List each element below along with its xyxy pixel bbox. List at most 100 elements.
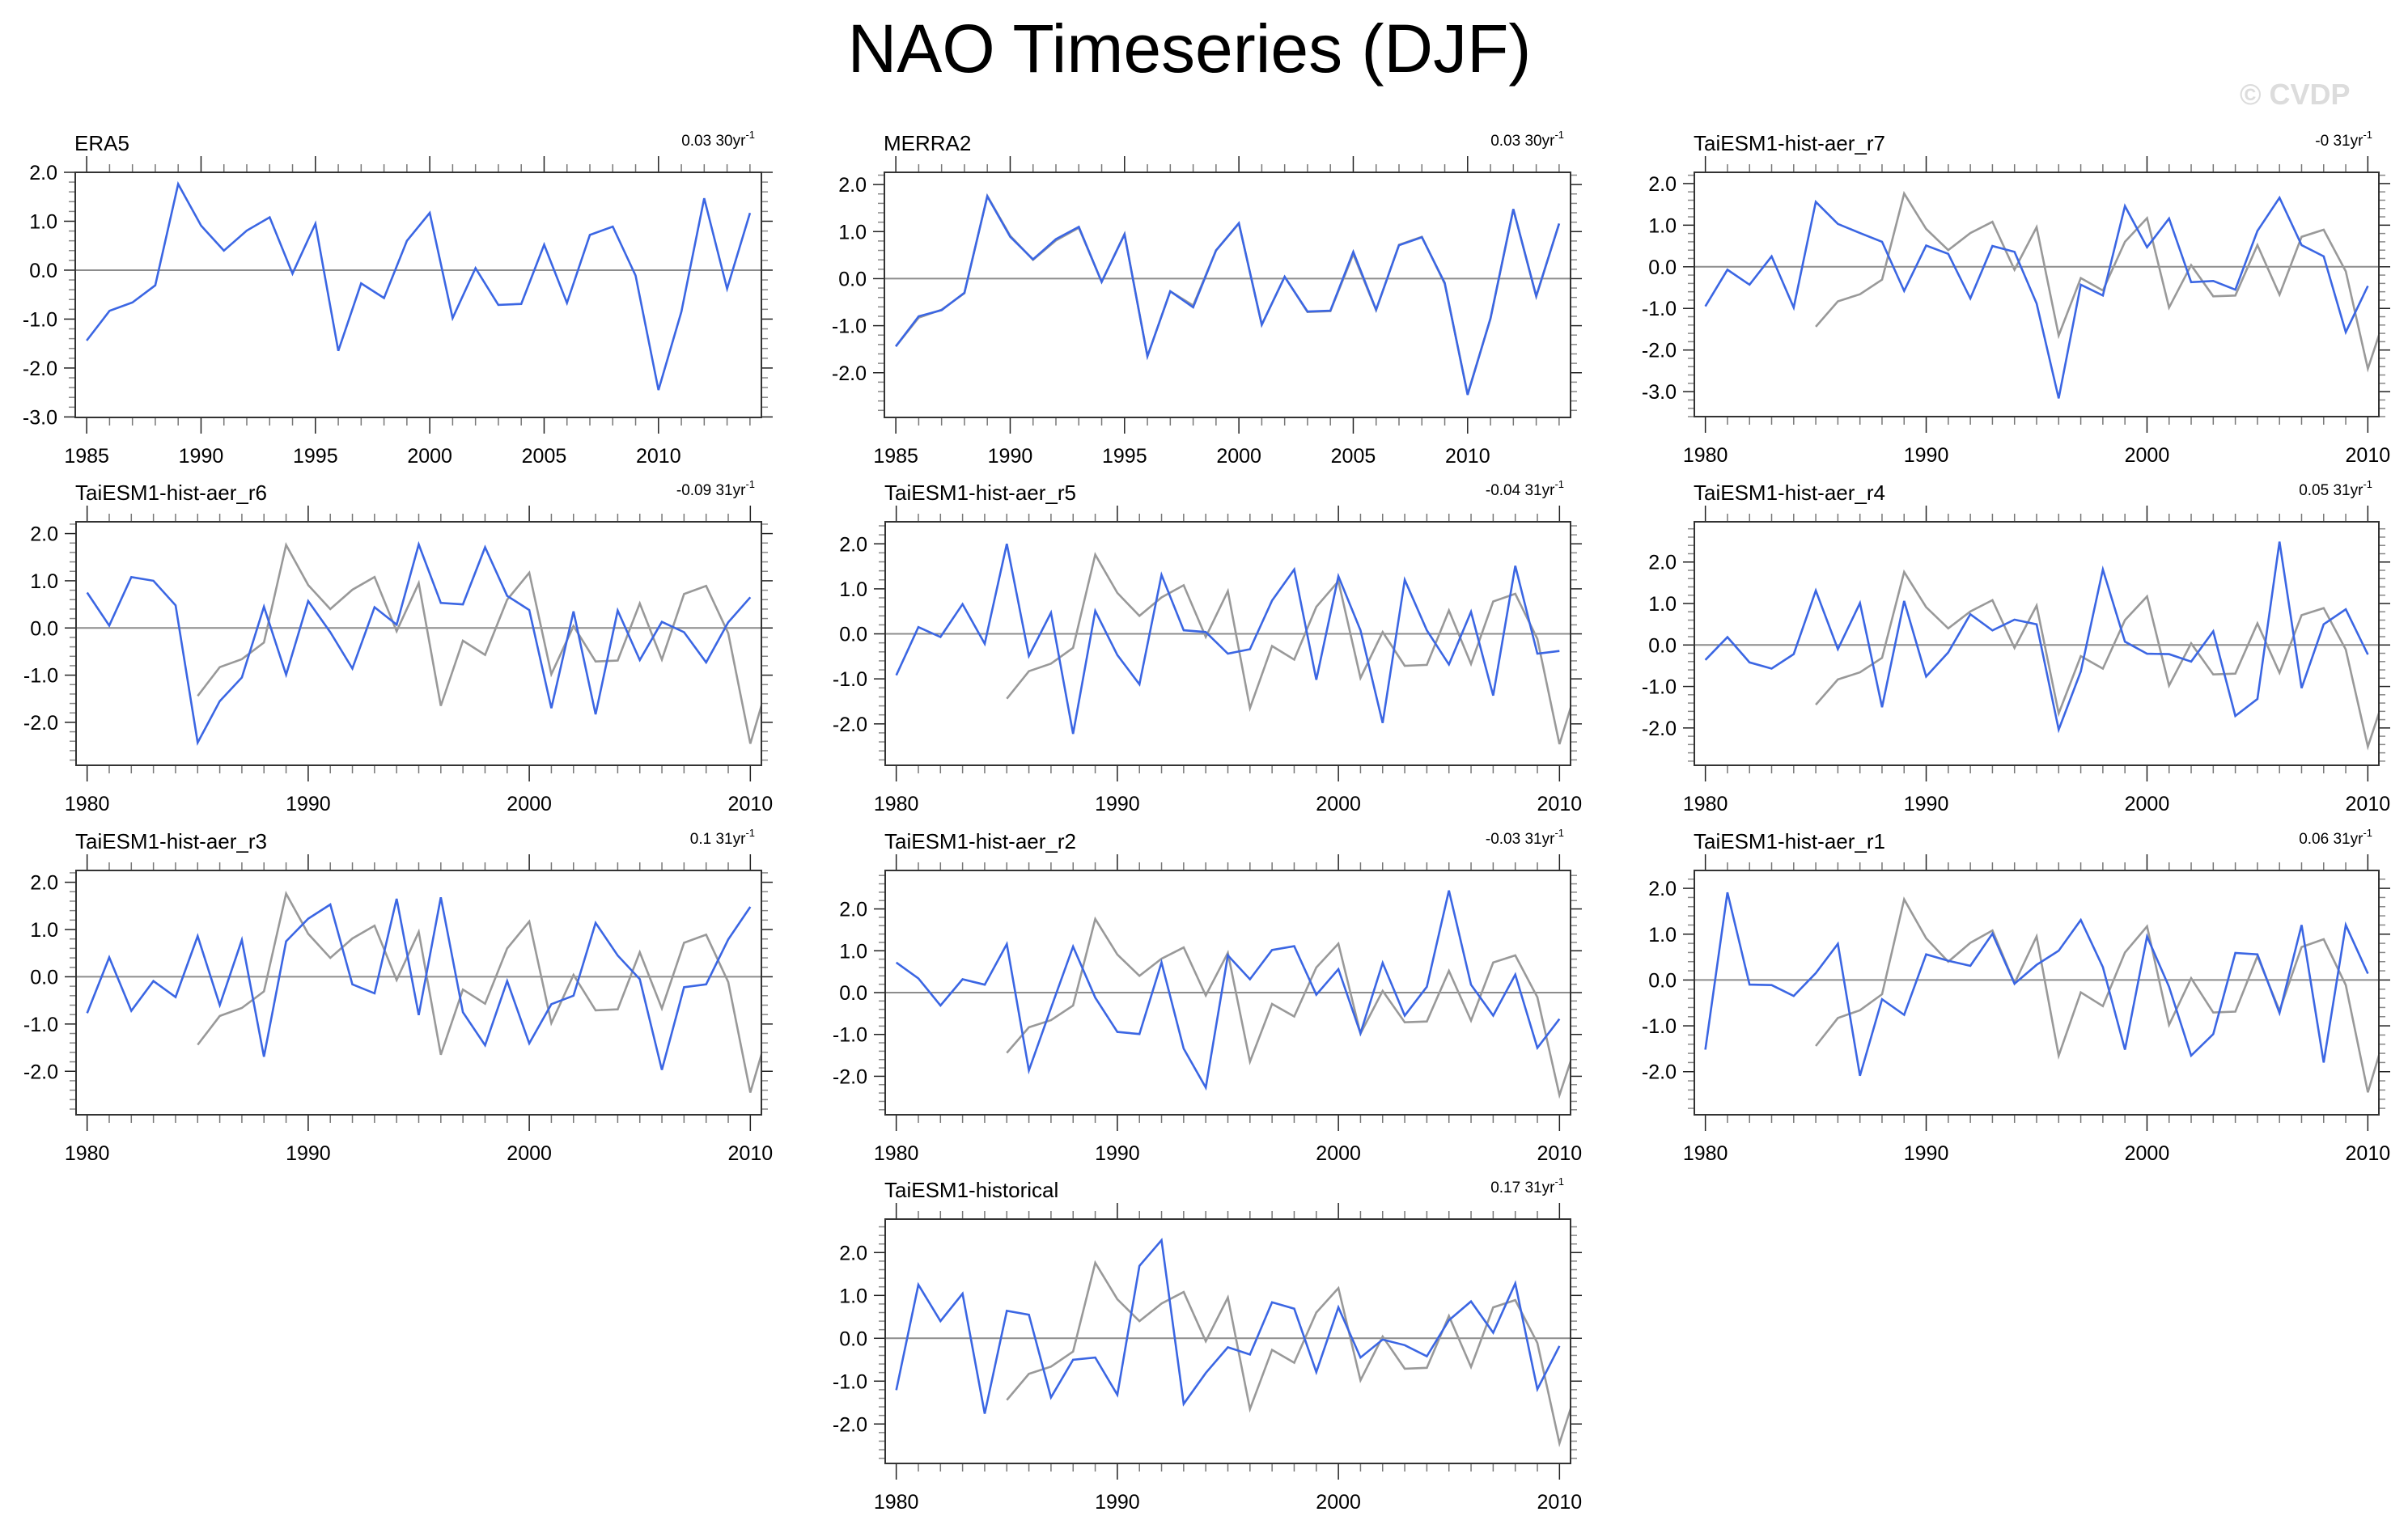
y-tick-label: -1.0 bbox=[23, 308, 57, 331]
trend-period: 31yr bbox=[715, 482, 746, 499]
trend-exponent: -1 bbox=[1554, 129, 1564, 141]
plot-frame bbox=[1694, 521, 2380, 766]
trend-label: 0.1 31yr-1 bbox=[690, 827, 755, 848]
x-tick-label: 1980 bbox=[1683, 1142, 1728, 1165]
x-tick-label: 1990 bbox=[286, 1142, 331, 1165]
y-tick-label: 2.0 bbox=[1648, 173, 1677, 196]
x-tick-label: 1990 bbox=[1095, 1491, 1140, 1514]
trend-exponent: -1 bbox=[1554, 827, 1564, 839]
trend-value: -0.04 bbox=[1486, 482, 1521, 499]
y-tick-label: 0.0 bbox=[1648, 256, 1677, 279]
y-tick-label: 0.0 bbox=[1648, 969, 1677, 992]
x-tick-label: 2000 bbox=[507, 793, 552, 815]
y-tick-label: 1.0 bbox=[30, 919, 58, 942]
plot-area bbox=[1704, 190, 2379, 399]
panel-taiesm1-historical: TaiESM1-historical 0.17 31yr-1 1980 1990 200… bbox=[833, 1175, 1582, 1514]
panel-taiesm1-hist-aer_r1: TaiESM1-hist-aer_r1 0.06 31yr-1 1980 1990 20… bbox=[1642, 827, 2391, 1165]
y-tick-label: -2.0 bbox=[833, 714, 867, 736]
panel-taiesm1-hist-aer_r2: TaiESM1-hist-aer_r2 -0.03 31yr-1 1980 1990 2… bbox=[833, 827, 1583, 1165]
trend-period: 31yr bbox=[2333, 482, 2363, 499]
plot-frame bbox=[75, 870, 762, 1116]
x-tick-label: 1980 bbox=[65, 1142, 110, 1165]
trend-value: 0.06 bbox=[2299, 831, 2329, 848]
plot-area bbox=[895, 544, 1571, 745]
panel-title: TaiESM1-hist-aer_r3 bbox=[75, 829, 267, 853]
y-tick-label: -2.0 bbox=[1642, 1061, 1677, 1084]
panel-title: TaiESM1-hist-aer_r1 bbox=[1694, 829, 1885, 853]
y-tick-label: -1.0 bbox=[1642, 298, 1677, 320]
reference-era5-line bbox=[1006, 1260, 1571, 1448]
x-tick-label: 1985 bbox=[64, 445, 109, 468]
y-tick-label: 0.0 bbox=[839, 1328, 867, 1350]
trend-label: 0.03 30yr-1 bbox=[681, 129, 755, 150]
panel-title: TaiESM1-hist-aer_r5 bbox=[884, 481, 1076, 505]
trend-label: -0.04 31yr-1 bbox=[1486, 478, 1564, 499]
y-tick-label: 1.0 bbox=[838, 221, 867, 244]
y-tick-label: -2.0 bbox=[23, 358, 57, 380]
plot-frame bbox=[884, 172, 1571, 418]
trend-label: -0 31yr-1 bbox=[2315, 129, 2372, 150]
trend-value: -0 bbox=[2315, 133, 2329, 150]
panel-title: TaiESM1-historical bbox=[884, 1178, 1058, 1202]
nao-series-line bbox=[86, 897, 752, 1070]
nao-series-line bbox=[895, 193, 1561, 396]
trend-value: -0.09 bbox=[676, 482, 711, 499]
y-tick-label: -1.0 bbox=[23, 1014, 58, 1036]
panel-taiesm1-hist-aer_r5: TaiESM1-hist-aer_r5 -0.04 31yr-1 1980 1990 2… bbox=[833, 478, 1582, 815]
panel-title: TaiESM1-hist-aer_r7 bbox=[1694, 131, 1885, 155]
y-tick-label: -2.0 bbox=[833, 1413, 867, 1436]
x-tick-label: 2005 bbox=[1331, 445, 1376, 468]
y-tick-label: -1.0 bbox=[833, 1024, 867, 1047]
reference-era5-line bbox=[1006, 916, 1571, 1099]
y-tick-label: -1.0 bbox=[832, 315, 867, 338]
x-tick-label: 2010 bbox=[2346, 1142, 2391, 1165]
trend-exponent: -1 bbox=[1554, 1175, 1564, 1188]
reference-era5-line bbox=[1815, 569, 2379, 751]
x-tick-label: 2010 bbox=[1537, 1142, 1583, 1165]
reference-era5-line bbox=[1006, 552, 1571, 745]
y-tick-label: 1.0 bbox=[30, 570, 58, 593]
trend-value: 0.05 bbox=[2299, 482, 2329, 499]
x-tick-label: 1990 bbox=[1904, 444, 1949, 467]
x-tick-label: 2010 bbox=[728, 1142, 774, 1165]
trend-value: 0.03 bbox=[681, 133, 711, 150]
plot-area bbox=[895, 890, 1571, 1099]
y-tick-label: 1.0 bbox=[839, 940, 867, 963]
panel-era5: ERA5 0.03 30yr-1 1985 1990 1995 2000 2005 2010 2… bbox=[23, 129, 773, 468]
x-tick-label: 1980 bbox=[874, 1491, 919, 1514]
x-tick-label: 2010 bbox=[1445, 445, 1490, 468]
plot-area bbox=[86, 890, 761, 1093]
plot-frame bbox=[74, 172, 762, 418]
x-tick-label: 2000 bbox=[1316, 1142, 1361, 1165]
panel-taiesm1-hist-aer_r6: TaiESM1-hist-aer_r6 -0.09 31yr-1 1980 1990 2… bbox=[23, 478, 773, 815]
plot-frame bbox=[1694, 172, 2380, 417]
panel-title: TaiESM1-hist-aer_r4 bbox=[1694, 481, 1885, 505]
trend-label: 0.06 31yr-1 bbox=[2299, 827, 2372, 848]
x-tick-label: 1980 bbox=[1683, 793, 1728, 815]
x-tick-label: 2000 bbox=[1216, 445, 1261, 468]
trend-label: -0.03 31yr-1 bbox=[1486, 827, 1564, 848]
y-tick-label: 0.0 bbox=[839, 982, 867, 1005]
x-tick-label: 2010 bbox=[2346, 793, 2391, 815]
plot-area bbox=[86, 180, 752, 391]
nao-series-line bbox=[1704, 541, 2369, 734]
y-tick-label: -3.0 bbox=[23, 406, 57, 429]
y-tick-label: 2.0 bbox=[839, 533, 867, 556]
trend-label: 0.03 30yr-1 bbox=[1490, 129, 1564, 150]
y-tick-label: -2.0 bbox=[1642, 718, 1677, 740]
x-tick-label: 1990 bbox=[1904, 793, 1949, 815]
trend-exponent: -1 bbox=[745, 129, 755, 141]
y-tick-label: 0.0 bbox=[30, 966, 58, 989]
trend-exponent: -1 bbox=[745, 478, 755, 490]
trend-exponent: -1 bbox=[2363, 827, 2372, 839]
y-tick-label: 2.0 bbox=[30, 523, 58, 546]
y-tick-label: -2.0 bbox=[23, 1061, 58, 1083]
x-tick-label: 1990 bbox=[179, 445, 224, 468]
y-tick-label: 2.0 bbox=[839, 1242, 867, 1264]
x-tick-label: 1990 bbox=[1095, 793, 1140, 815]
y-tick-label: 0.0 bbox=[30, 617, 58, 640]
y-tick-label: -1.0 bbox=[833, 668, 867, 691]
y-tick-label: 0.0 bbox=[838, 268, 867, 290]
nao-series-line bbox=[1704, 891, 2369, 1077]
panel-title: ERA5 bbox=[74, 131, 129, 155]
